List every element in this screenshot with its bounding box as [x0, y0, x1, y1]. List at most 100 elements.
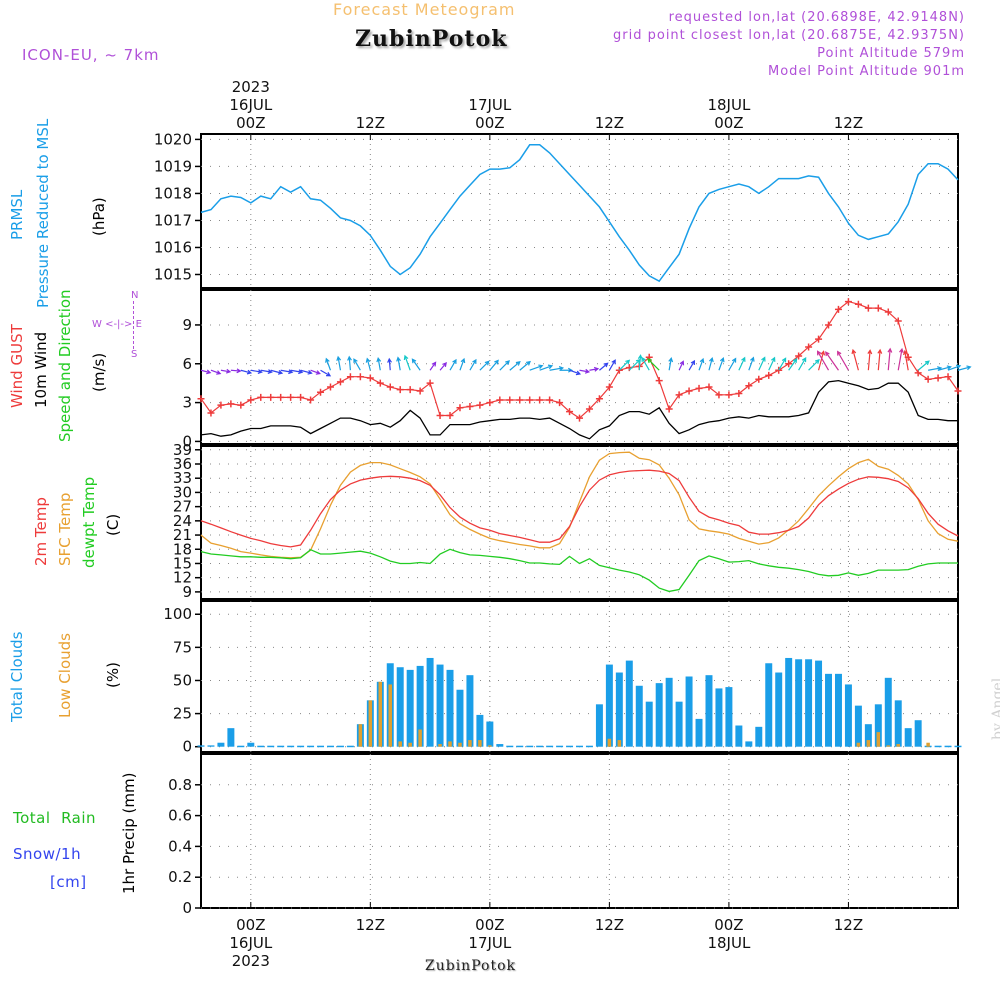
- total-cloud-bar: [725, 687, 733, 747]
- gust-marker: [227, 400, 235, 408]
- wind-arrow: [851, 348, 859, 371]
- total-cloud-bar: [635, 685, 643, 747]
- gust-marker: [815, 335, 823, 343]
- gust-marker: [605, 383, 613, 391]
- gust-marker: [446, 412, 454, 420]
- low-cloud-bar: [478, 740, 482, 747]
- wind-arrow: [270, 369, 284, 375]
- gust-marker: [217, 401, 225, 409]
- y-tick-label: 0.6: [168, 807, 192, 825]
- gust-marker: [297, 393, 305, 401]
- sfc-temp-line: [200, 451, 959, 559]
- panel-frame: [200, 600, 959, 753]
- y-tick-label: 21: [173, 526, 192, 544]
- total-cloud-bar: [217, 742, 225, 747]
- model-altitude: Model Point Altitude 901m: [768, 64, 965, 79]
- bottom-date-label: 18JUL: [707, 934, 750, 952]
- wind-arrow: [280, 369, 294, 375]
- total-cloud-bar: [317, 745, 325, 748]
- y-tick-label: 36: [173, 455, 192, 473]
- low-cloud-bar: [418, 729, 422, 747]
- low-cloud-bar: [926, 742, 930, 747]
- low-cloud-bar: [448, 741, 452, 747]
- top-date-label: 16JUL: [229, 96, 272, 114]
- y-tick-label: 1015: [154, 265, 192, 283]
- gust-marker: [197, 395, 205, 403]
- wind-arrow: [250, 369, 263, 374]
- total-cloud-bar: [844, 684, 852, 747]
- gust-marker: [326, 383, 334, 391]
- total-cloud-bar: [735, 725, 743, 747]
- wind-arrow: [867, 349, 873, 371]
- wind-arrow: [788, 357, 798, 371]
- gust-marker: [914, 369, 922, 377]
- total-cloud-bar: [775, 672, 783, 747]
- low-cloud-bar: [856, 742, 861, 747]
- wind-arrow: [897, 347, 904, 371]
- footer-location: ZubinPotok: [425, 958, 517, 974]
- low-cloud-bar: [617, 740, 622, 747]
- wind-arrow: [449, 358, 457, 371]
- total-cloud-bar: [287, 745, 295, 748]
- total-cloud-bar: [884, 677, 892, 747]
- wind-arrow: [459, 357, 466, 371]
- wind-arrow: [728, 357, 737, 371]
- gust-marker: [685, 387, 693, 395]
- wind-arrow: [825, 351, 839, 371]
- gust-marker: [954, 387, 962, 395]
- gust-marker: [506, 396, 514, 404]
- snow-label: Snow/1h: [13, 845, 82, 863]
- total-cloud-bar: [914, 720, 922, 747]
- total-cloud-bar: [765, 663, 773, 747]
- total-cloud-bar: [307, 745, 315, 748]
- top-time-label: 12Z: [834, 114, 863, 132]
- y-tick-label: 75: [173, 638, 192, 656]
- total-cloud-bar: [675, 701, 683, 747]
- gust-marker: [237, 401, 245, 409]
- gust-marker: [695, 384, 703, 392]
- total-cloud-bar: [277, 745, 285, 748]
- y-tick-label: 1017: [154, 211, 192, 229]
- top-time-label: 00Z: [714, 114, 743, 132]
- wind-arrow: [957, 365, 972, 371]
- total-cloud-bar: [904, 728, 912, 747]
- y-tick-label: 18: [173, 540, 192, 558]
- gust-marker: [585, 405, 593, 413]
- bottom-time-label: 12Z: [356, 916, 385, 934]
- panel-frame: [200, 445, 959, 600]
- total-cloud-bar: [546, 745, 554, 748]
- total-cloud-bar: [336, 745, 344, 748]
- bottom-year-label: 2023: [232, 952, 270, 970]
- wind-arrow: [429, 361, 437, 371]
- gust-marker: [655, 377, 663, 385]
- wind-arrow: [396, 356, 401, 371]
- y-tick-label: 0: [182, 738, 192, 756]
- low-cloud-bar: [388, 684, 392, 747]
- gust-marker: [287, 393, 295, 401]
- total-cloud-bar: [795, 659, 803, 747]
- top-date-label: 17JUL: [468, 96, 511, 114]
- wind-arrow: [499, 360, 510, 371]
- y-tick-label: 9: [182, 583, 192, 601]
- wind-arrow: [877, 348, 883, 371]
- model-label: ICON-EU, ~ 7km: [22, 46, 160, 64]
- wind-arrow: [210, 369, 222, 375]
- y-tick-label: 6: [182, 355, 192, 373]
- gust-marker: [894, 317, 902, 325]
- total-cloud-bar: [466, 675, 474, 747]
- total-cloud-bar: [396, 667, 404, 747]
- wind-arrow: [768, 356, 776, 371]
- gust-marker: [267, 393, 275, 401]
- low-cloud-bar: [458, 742, 462, 747]
- total-cloud-bar: [486, 721, 494, 747]
- total-cloud-bar: [506, 745, 514, 748]
- low-cloud-bar: [866, 740, 871, 747]
- wind-arrow: [817, 350, 826, 371]
- gust-marker: [317, 388, 325, 396]
- wind-arrow: [320, 369, 332, 377]
- total-cloud-bar: [585, 745, 593, 748]
- wind-arrow: [489, 359, 499, 371]
- total-cloud-bar: [805, 659, 813, 747]
- total-cloud-bar: [197, 745, 205, 747]
